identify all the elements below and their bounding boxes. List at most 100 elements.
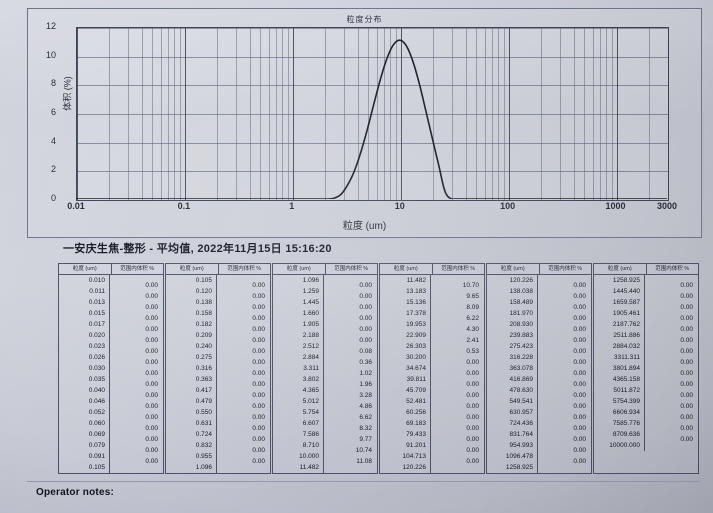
table-row: 0.417 0.00 <box>166 385 270 399</box>
cell-volume: 0.00 <box>466 414 479 421</box>
cell-size: 69.183 <box>380 418 431 429</box>
table-row: 954.993 0.00 <box>487 440 591 454</box>
table-row: 0.955 0.00 <box>166 451 270 465</box>
cell-size: 0.138 <box>166 297 217 308</box>
cell-size: 3801.894 <box>594 363 645 374</box>
cell-volume: 0.00 <box>252 359 265 366</box>
cell-volume: 0.00 <box>573 458 586 465</box>
table-row: 8.710 10.74 <box>273 440 377 454</box>
cell-size: 0.240 <box>166 341 217 352</box>
table-row: 181.970 0.00 <box>487 308 591 322</box>
cell-volume: 0.00 <box>573 370 586 377</box>
cell-size: 1.096 <box>166 462 217 473</box>
cell-size: 6606.934 <box>594 407 645 418</box>
grid-line-horizontal <box>77 85 668 87</box>
table-header-row: 粒度 (um) 范围内体积 % <box>59 264 163 275</box>
cell-volume: 0.00 <box>252 403 265 410</box>
cell-volume: 0.00 <box>680 414 693 421</box>
cell-size: 724.436 <box>487 418 538 429</box>
grid-line-horizontal <box>77 171 668 173</box>
table-body: 11.482 10.70 13.183 9.65 15.136 8.09 17.378 6.2… <box>380 275 484 473</box>
x-tick-label: 10 <box>394 201 405 211</box>
cell-volume: 0.00 <box>573 315 586 322</box>
cell-size: 5754.399 <box>594 396 645 407</box>
cell-size: 8.710 <box>273 440 324 451</box>
cell-volume: 0.00 <box>252 326 265 333</box>
cell-volume: 0.00 <box>145 348 158 355</box>
plot-area <box>76 27 669 201</box>
cell-size: 1258.925 <box>594 275 645 286</box>
column-header-size: 粒度 (um) <box>166 264 219 274</box>
table-row: 0.010 0.00 <box>59 275 163 289</box>
cell-size: 478.630 <box>487 385 538 396</box>
cell-size: 181.970 <box>487 308 538 319</box>
table-row: 15.136 8.09 <box>380 297 484 311</box>
sample-caption: 一安庆生焦-整形 - 平均值, 2022年11月15日 15:16:20 <box>63 243 332 255</box>
grid-line-vertical <box>236 28 238 200</box>
cell-volume: 0.00 <box>252 436 265 443</box>
cell-size: 0.020 <box>59 330 110 341</box>
cell-size: 2.512 <box>273 341 324 352</box>
table-row: 0.013 0.00 <box>59 297 163 311</box>
table-row: 0.316 0.00 <box>166 363 270 377</box>
cell-volume: 0.00 <box>466 403 479 410</box>
cell-size: 0.479 <box>166 396 217 407</box>
cell-size: 239.883 <box>487 330 538 341</box>
cell-volume: 0.00 <box>145 304 158 311</box>
table-row: 52.481 0.00 <box>380 396 484 410</box>
grid-line-horizontal <box>77 56 668 58</box>
y-tick-label: 8 <box>50 78 56 89</box>
cell-size: 0.013 <box>59 297 110 308</box>
column-header-size: 粒度 (um) <box>59 264 112 274</box>
cell-volume: 4.30 <box>466 326 479 333</box>
y-axis-label: 体积 (%) <box>62 76 73 111</box>
table-row: 0.079 0.00 <box>59 440 163 454</box>
table-row: 34.674 0.00 <box>380 363 484 377</box>
table-row: 0.030 0.00 <box>59 363 163 377</box>
table-row: 0.105 0.00 <box>166 275 270 289</box>
cell-volume: 0.00 <box>573 447 586 454</box>
table-row: 120.226 <box>380 462 484 473</box>
cell-size: 138.038 <box>487 286 538 297</box>
cell-volume: 0.00 <box>573 392 586 399</box>
cell-volume: 0.00 <box>252 337 265 344</box>
y-tick-label: 6 <box>50 107 56 117</box>
grid-line-vertical <box>368 28 370 200</box>
cell-size: 0.182 <box>166 319 217 330</box>
grid-line-vertical <box>606 28 608 200</box>
table-row: 0.069 0.00 <box>59 429 163 443</box>
caption-row: 一安庆生焦-整形 - 平均值, 2022年11月15日 15:16:20 <box>27 240 700 258</box>
cell-volume: 0.00 <box>680 337 693 344</box>
table-row: 0.091 0.00 <box>59 451 163 465</box>
cell-size: 7585.776 <box>594 418 645 429</box>
cell-size: 0.724 <box>166 429 217 440</box>
cell-volume <box>324 467 377 478</box>
table-row: 4.365 3.28 <box>273 385 377 399</box>
table-row: 6606.934 0.00 <box>594 407 698 421</box>
cell-volume: 0.00 <box>359 337 372 344</box>
grid-line-vertical <box>128 28 130 200</box>
distribution-table: 粒度 (um) 范围内体积 % 120.226 0.00 138.038 0.00 158.… <box>486 263 592 474</box>
cell-size: 0.091 <box>59 451 110 462</box>
cell-size: 0.030 <box>59 363 110 374</box>
cell-volume: 0.00 <box>680 293 693 300</box>
grid-line-vertical <box>668 28 669 200</box>
cell-volume: 0.00 <box>252 381 265 388</box>
grid-line-vertical <box>152 28 154 200</box>
table-row: 30.200 0.00 <box>380 352 484 366</box>
table-row: 0.040 0.00 <box>59 385 163 399</box>
table-row: 17.378 6.22 <box>380 308 484 322</box>
cell-volume: 0.00 <box>573 425 586 432</box>
x-tick-label: 0.1 <box>177 201 191 211</box>
grid-line-vertical <box>141 28 143 200</box>
cell-volume: 0.00 <box>573 381 586 388</box>
table-row: 0.020 0.00 <box>59 330 163 344</box>
cell-size: 0.955 <box>166 451 217 462</box>
table-row: 363.078 0.00 <box>487 363 591 377</box>
grid-line-vertical <box>179 28 181 200</box>
cell-size: 0.026 <box>59 352 110 363</box>
grid-line-vertical <box>592 28 594 200</box>
cell-volume: 0.00 <box>573 403 586 410</box>
table-row: 0.026 0.00 <box>59 352 163 366</box>
cell-volume: 0.00 <box>680 304 693 311</box>
